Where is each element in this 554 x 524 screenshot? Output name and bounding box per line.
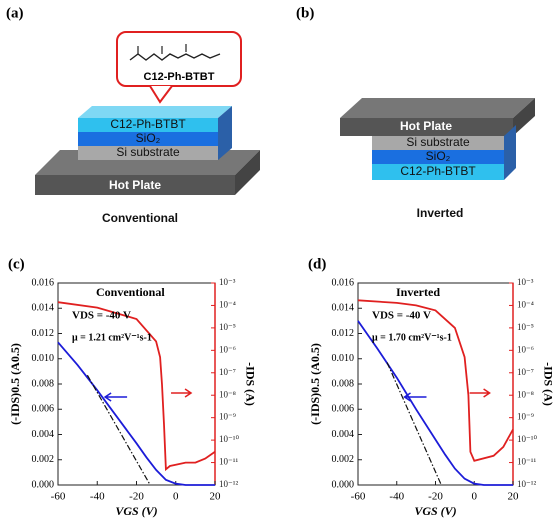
y-tick-label: 0.002: [332, 454, 355, 465]
annotation: Inverted: [396, 285, 440, 299]
x-tick-label: 20: [210, 491, 222, 503]
series-line: [57, 301, 216, 472]
y2-tick-label: 10⁻⁸: [517, 389, 534, 399]
x-tick-label: -60: [351, 491, 366, 503]
y-tick-label: 0.004: [332, 429, 355, 440]
y-tick-label: 0.008: [332, 378, 355, 389]
panel-label: (d): [308, 256, 326, 272]
axis-arrow: [403, 392, 427, 402]
condition: VDS = -40 V: [72, 310, 131, 322]
y2-tick-label: 10⁻⁹: [517, 412, 534, 422]
condition: VDS = -40 V: [372, 310, 431, 322]
y2-axis-label: -IDS (A): [243, 362, 257, 406]
y-tick-label: 0.010: [332, 353, 355, 364]
y2-tick-label: 10⁻⁵: [517, 322, 534, 332]
x-tick-label: -20: [428, 491, 443, 503]
y-tick-label: 0.002: [32, 454, 55, 465]
mobility: μ = 1.21 cm²V⁻¹s-1: [72, 332, 152, 343]
layer-label: Si substrate: [406, 135, 470, 149]
series-line: [357, 299, 514, 462]
y2-tick-label: 10⁻⁴: [219, 300, 236, 310]
mobility: μ = 1.70 cm²V⁻¹s-1: [372, 332, 452, 343]
y-axis-label: (-IDS)0.5 (A0.5): [8, 343, 22, 425]
y-tick-label: 0.006: [332, 404, 355, 415]
y2-axis-label: -IDS (A): [541, 362, 554, 406]
x-tick-label: -40: [90, 491, 105, 503]
y2-tick-label: 10⁻¹⁰: [517, 434, 537, 444]
series-line: [357, 320, 513, 486]
y-tick-label: 0.004: [32, 429, 55, 440]
y-tick-label: 0.008: [32, 378, 55, 389]
molecule-callout: [116, 31, 242, 104]
y2-tick-label: 10⁻⁶: [219, 344, 236, 354]
y-tick-label: 0.010: [32, 353, 55, 364]
series-line: [57, 341, 215, 486]
layer-label: SiO₂: [136, 131, 161, 145]
axis-arrow: [103, 392, 128, 402]
y-tick-label: 0.012: [32, 328, 55, 339]
x-tick-label: 20: [508, 491, 520, 503]
x-tick-label: -20: [129, 491, 144, 503]
annotation: Conventional: [96, 285, 165, 299]
y-tick-label: 0.012: [332, 328, 355, 339]
y-tick-label: 0.000: [32, 479, 55, 490]
panel-label: (b): [296, 5, 314, 21]
layer-label: C12-Ph-BTBT: [110, 117, 186, 131]
y-tick-label: 0.000: [332, 479, 355, 490]
axis-arrow: [171, 388, 193, 398]
y2-tick-label: 10⁻⁹: [219, 412, 236, 422]
x-axis-label: VGS (V): [115, 504, 157, 518]
y2-tick-label: 10⁻⁶: [517, 344, 534, 354]
y2-tick-label: 10⁻⁴: [517, 300, 534, 310]
y2-tick-label: 10⁻⁷: [517, 367, 534, 377]
axis-arrow: [469, 388, 491, 398]
y2-tick-label: 10⁻⁸: [219, 389, 236, 399]
y2-tick-label: 10⁻⁵: [219, 322, 236, 332]
stack-a: [35, 106, 260, 195]
y-tick-label: 0.014: [32, 303, 55, 314]
y-tick-label: 0.006: [32, 404, 55, 415]
series-line: [386, 362, 442, 486]
caption: Inverted: [417, 206, 464, 220]
y2-tick-label: 10⁻⁷: [219, 367, 236, 377]
y-axis-label: (-IDS)0.5 (A0.5): [308, 343, 322, 425]
panel-label: (a): [6, 5, 24, 21]
x-tick-label: 0: [173, 491, 179, 503]
x-tick-label: -40: [389, 491, 404, 503]
caption: Conventional: [102, 211, 178, 225]
x-tick-label: 0: [472, 491, 478, 503]
y-tick-label: 0.014: [332, 303, 355, 314]
x-axis-label: VGS (V): [414, 504, 456, 518]
y2-tick-label: 10⁻¹²: [219, 479, 238, 489]
layer-label: C12-Ph-BTBT: [400, 164, 476, 178]
y2-tick-label: 10⁻¹¹: [517, 457, 536, 467]
y2-tick-label: 10⁻¹¹: [219, 457, 238, 467]
y-tick-label: 0.016: [332, 277, 355, 288]
y2-tick-label: 10⁻¹²: [517, 479, 536, 489]
molecule-name: C12-Ph-BTBT: [144, 71, 215, 83]
layer-label: SiO₂: [426, 149, 451, 163]
y2-tick-label: 10⁻¹⁰: [219, 434, 239, 444]
plate-label: Hot Plate: [109, 178, 161, 192]
panel-label: (c): [8, 256, 25, 272]
stack-b: [340, 98, 535, 180]
plate-label: Hot Plate: [400, 119, 452, 133]
x-tick-label: -60: [51, 491, 66, 503]
y2-tick-label: 10⁻³: [517, 277, 534, 287]
series-line: [86, 374, 151, 486]
y-tick-label: 0.016: [32, 277, 55, 288]
layer-label: Si substrate: [116, 145, 180, 159]
y2-tick-label: 10⁻³: [219, 277, 236, 287]
